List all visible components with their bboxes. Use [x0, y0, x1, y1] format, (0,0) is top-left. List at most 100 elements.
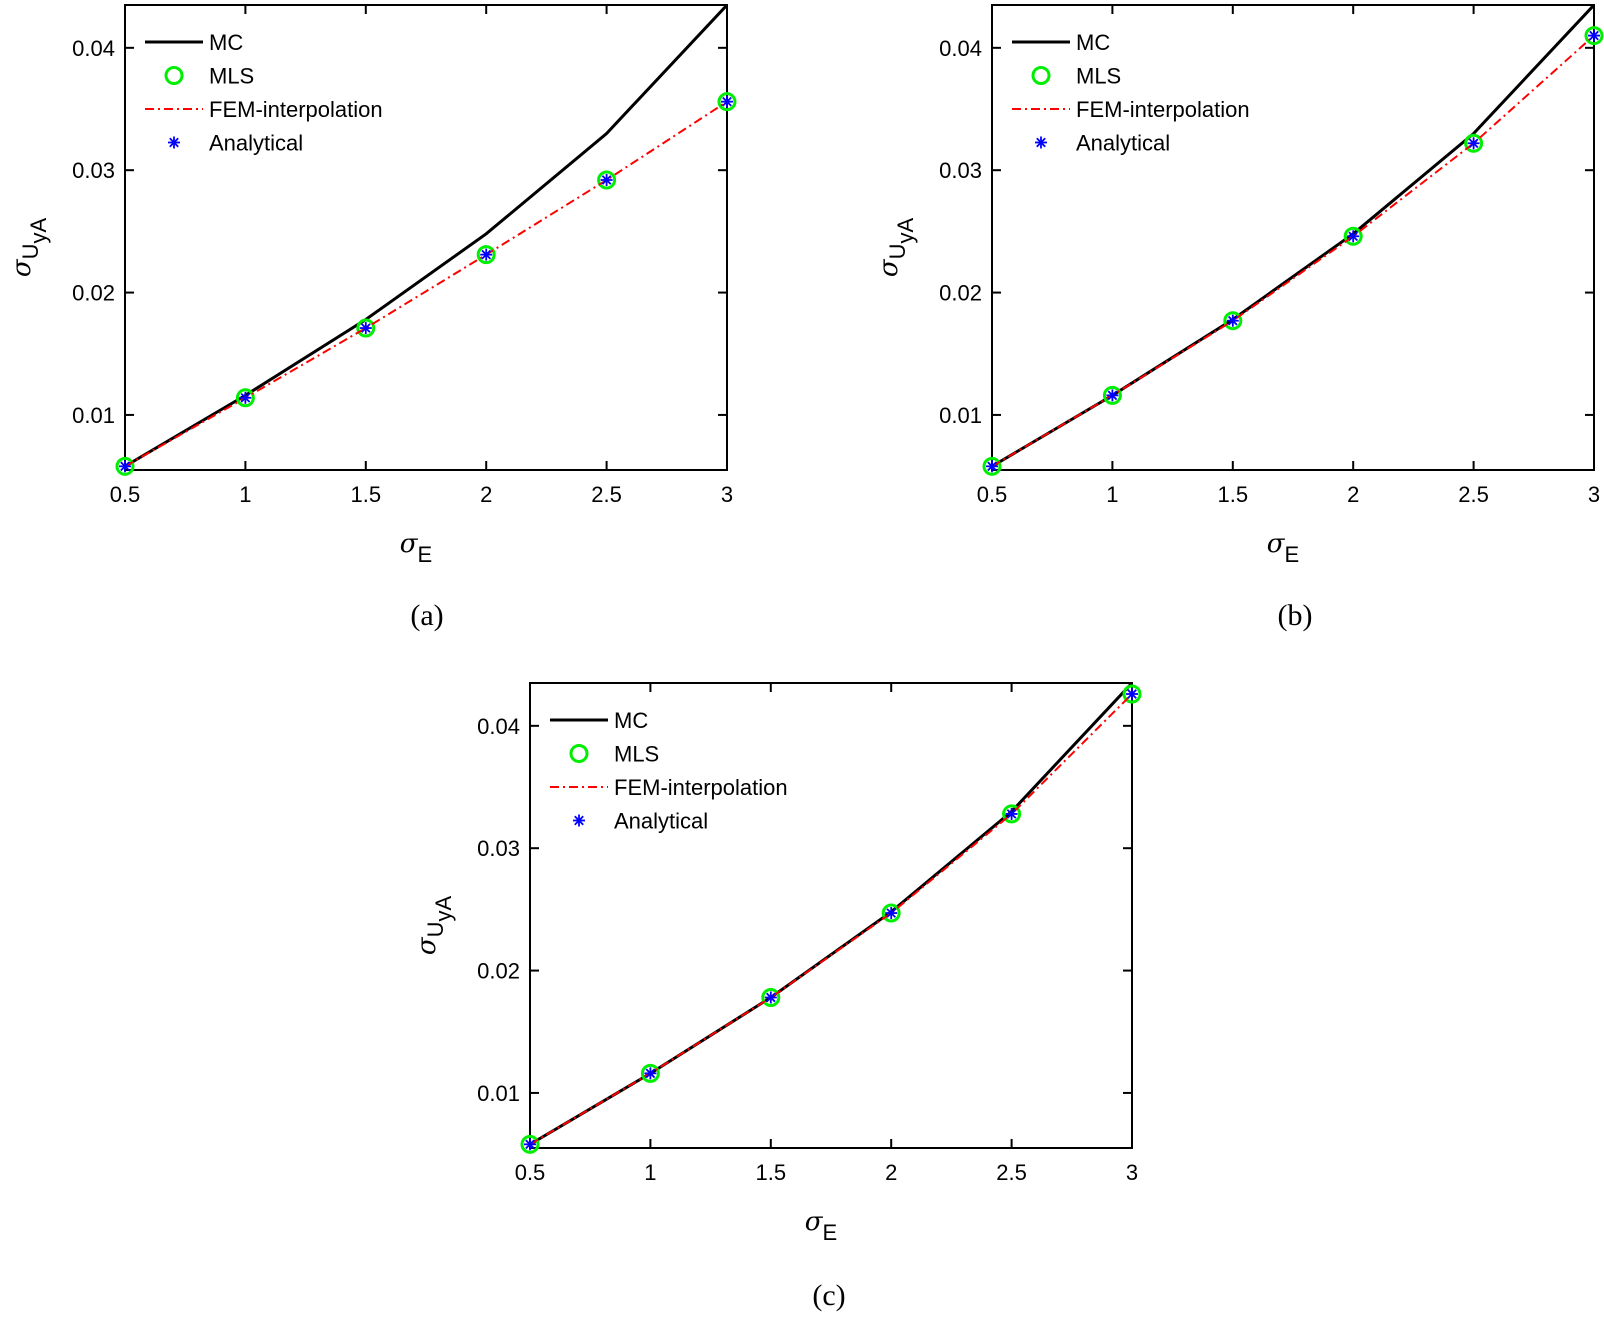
x-axis-symbol: σ — [1267, 529, 1286, 559]
mls-marker — [1102, 385, 1122, 405]
y-axis-label: σUyA — [412, 896, 456, 956]
analytical-marker — [1005, 807, 1018, 820]
mls-marker — [982, 456, 1002, 476]
analytical-marker — [764, 991, 777, 1004]
analytical-marker — [480, 248, 493, 261]
analytical-marker — [1226, 314, 1239, 327]
panel-caption: (c) — [812, 1279, 845, 1312]
y-axis-subsubscript: yA — [893, 218, 918, 244]
mls-marker — [1584, 26, 1604, 46]
y-axis-subscript: U — [18, 244, 43, 260]
analytical-marker-stroke — [1107, 390, 1118, 401]
y-axis-subscript: U — [423, 922, 448, 938]
analytical-marker-stroke — [1227, 315, 1238, 326]
analytical-marker — [359, 322, 372, 335]
y-axis-subscript: U — [885, 244, 910, 260]
y-tick-label: 0.04 — [939, 36, 982, 61]
axes-box — [124, 4, 728, 471]
mls-marker — [520, 1134, 540, 1154]
legend-label: Analytical — [614, 809, 708, 834]
analytical-marker — [1467, 137, 1480, 150]
legend-swatch-mls — [569, 744, 589, 763]
mls-marker — [1464, 133, 1484, 153]
y-tick-label: 0.03 — [477, 836, 520, 861]
mls-marker — [717, 92, 737, 112]
x-axis-subscript: E — [823, 1220, 838, 1245]
y-axis-label: σUyA — [7, 218, 51, 278]
x-axis-label: σE — [400, 529, 432, 567]
mls-marker — [356, 318, 376, 338]
analytical-marker-stroke — [601, 175, 612, 185]
legend-label: FEM-interpolation — [209, 97, 383, 122]
chart-panel-a: 0.5 1 1.5 2 2.5 30.010.020.030.04σEσUyAMCMLSF… — [7, 4, 737, 632]
analytical-marker — [1126, 688, 1138, 701]
mls-marker — [476, 245, 496, 265]
analytical-marker — [986, 460, 998, 473]
mls-marker — [115, 456, 135, 476]
x-tick-label: 3 — [1126, 1160, 1138, 1185]
analytical-marker-stroke — [1348, 231, 1359, 242]
x-tick-label: 0.5 — [110, 482, 141, 507]
y-tick-label: 0.01 — [72, 403, 115, 428]
analytical-marker-stroke — [1127, 689, 1137, 699]
analytical-marker — [1035, 136, 1047, 149]
legend: MC MLS FEM-interpolation Analytical — [550, 708, 788, 834]
x-tick-label: 1 — [644, 1160, 656, 1185]
analytical-marker-stroke — [240, 392, 251, 403]
mls-marker — [1223, 311, 1243, 331]
chart-panel-b: 0.5 1 1.5 2 2.5 30.010.020.030.04σEσUyAMCMLSF… — [874, 4, 1604, 632]
x-axis-label: σE — [1267, 529, 1299, 567]
chart-panel-c: 0.5 1 1.5 2 2.5 30.010.020.030.04σEσUyAMCMLSF… — [412, 682, 1142, 1312]
y-tick-label: 0.04 — [72, 36, 115, 61]
analytical-marker-stroke — [1589, 30, 1599, 41]
x-tick-label: 1.5 — [351, 482, 382, 507]
y-axis-symbol: σ — [874, 258, 904, 277]
panel-caption: (b) — [1278, 599, 1313, 632]
y-axis-label: σUyA — [874, 218, 918, 278]
analytical-marker-stroke — [360, 323, 371, 333]
analytical-marker-stroke — [765, 992, 776, 1003]
x-tick-label: 1 — [1106, 482, 1118, 507]
x-tick-label: 2 — [885, 1160, 897, 1185]
y-axis-subsubscript: yA — [26, 218, 51, 244]
x-tick-label: 2 — [480, 482, 492, 507]
x-axis-subscript: E — [418, 542, 433, 567]
x-tick-label: 2.5 — [1458, 482, 1489, 507]
y-tick-label: 0.02 — [72, 281, 115, 306]
legend-swatch-mls — [164, 66, 184, 85]
mls-marker — [640, 1063, 660, 1083]
analytical-marker — [1106, 389, 1119, 402]
legend-label: MC — [1076, 30, 1110, 55]
x-tick-label: 1.5 — [1218, 482, 1249, 507]
x-tick-label: 0.5 — [515, 1160, 546, 1185]
analytical-marker-stroke — [886, 908, 897, 918]
x-tick-label: 2.5 — [996, 1160, 1027, 1185]
y-tick-label: 0.01 — [477, 1081, 520, 1106]
analytical-marker-stroke — [481, 249, 492, 260]
analytical-marker — [119, 460, 131, 473]
analytical-marker-stroke — [574, 815, 584, 826]
x-tick-label: 2 — [1347, 482, 1359, 507]
axes-box — [529, 682, 1133, 1149]
x-axis-subscript: E — [1285, 542, 1300, 567]
legend-label: MC — [209, 30, 243, 55]
legend-label: MLS — [209, 64, 254, 89]
legend-label: FEM-interpolation — [1076, 97, 1250, 122]
x-tick-label: 3 — [1588, 482, 1600, 507]
legend-label: MLS — [614, 742, 659, 767]
legend-label: MC — [614, 708, 648, 733]
legend: MC MLS FEM-interpolation Analytical — [145, 30, 383, 156]
analytical-marker — [239, 391, 252, 404]
analytical-marker-stroke — [722, 96, 732, 107]
y-axis-symbol: σ — [7, 258, 37, 277]
analytical-marker — [524, 1138, 536, 1151]
fem-interpolation-line — [992, 34, 1594, 468]
analytical-marker — [1588, 29, 1600, 42]
legend-label: Analytical — [1076, 131, 1170, 156]
x-tick-label: 0.5 — [977, 482, 1008, 507]
x-axis-symbol: σ — [805, 1207, 824, 1237]
mls-marker — [881, 903, 901, 923]
legend-label: MLS — [1076, 64, 1121, 89]
x-tick-label: 1.5 — [756, 1160, 787, 1185]
